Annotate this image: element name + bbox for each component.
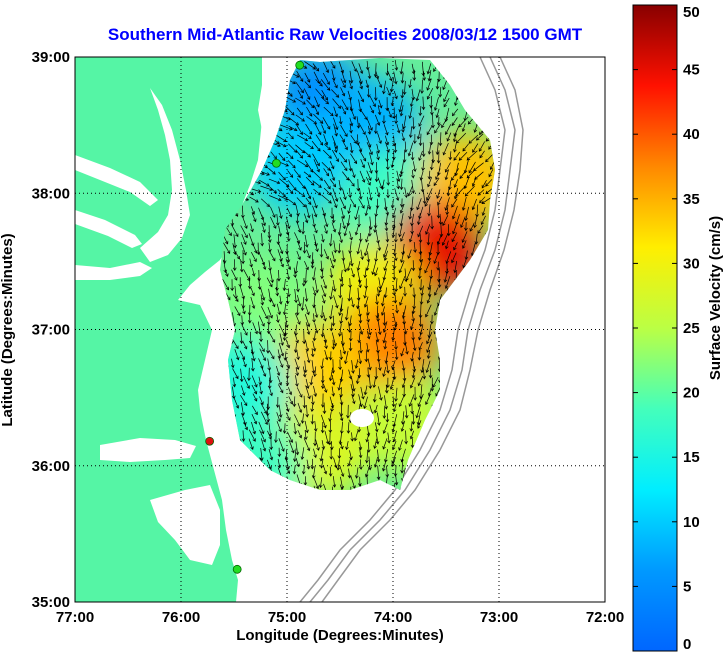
- station-marker-3: [232, 564, 242, 574]
- colorbar-tick-label: 20: [683, 385, 700, 402]
- colorbar: 0 5 10 15 20 25 30 35 40 45 50 Surface Velocity (c…: [632, 4, 724, 653]
- colorbar-tick-label: 15: [683, 449, 700, 466]
- velocity-sample-7: [220, 254, 314, 351]
- station-marker-1: [271, 158, 281, 168]
- x-axis-ticks: 77:00 76:00 75:00 74:00 73:00 72:00: [56, 609, 624, 626]
- y-tick-label: 37:00: [32, 322, 70, 339]
- y-axis-ticks: 39:00 38:00 37:00 36:00 35:00: [32, 49, 70, 611]
- x-tick-label: 75:00: [268, 609, 306, 626]
- velocity-vectors: [220, 59, 495, 490]
- x-tick-label: 73:00: [480, 609, 518, 626]
- bay-river-3: [75, 262, 152, 280]
- velocity-arrows: [220, 59, 495, 490]
- bathymetry-contours: [299, 57, 524, 602]
- colorbar-tick-label: 5: [683, 578, 691, 595]
- colorbar-gradient: [632, 4, 678, 652]
- x-tick-label: 72:00: [586, 609, 624, 626]
- albemarle-sound: [100, 438, 196, 462]
- axes-frame: [74, 56, 606, 603]
- x-tick-label: 74:00: [374, 609, 412, 626]
- colorbar-tick-label: 25: [683, 320, 700, 337]
- station-marker-0: [295, 60, 305, 70]
- delaware-bay: [258, 57, 286, 130]
- colorbar-tick-label: 40: [683, 126, 700, 143]
- y-tick-label: 39:00: [32, 49, 70, 66]
- bay: [140, 88, 190, 262]
- y-tick-label: 38:00: [32, 185, 70, 202]
- bay-river-2: [75, 210, 142, 248]
- x-axis-label: Longitude (Degrees:Minutes): [236, 627, 444, 644]
- velocity-sample-8: [345, 295, 441, 392]
- hf-radar-stations: [205, 60, 305, 574]
- colorbar-tick-label: 0: [683, 636, 691, 653]
- y-tick-label: 36:00: [32, 458, 70, 475]
- pamlico-sound: [150, 485, 220, 565]
- land-mass: [75, 57, 272, 602]
- bay-river-1: [75, 155, 158, 206]
- grid-lines: [75, 57, 605, 602]
- plot-area: [75, 57, 605, 602]
- chart-title: Southern Mid-Atlantic Raw Velocities 200…: [108, 25, 583, 44]
- x-tick-label: 77:00: [56, 609, 94, 626]
- y-axis-label: Latitude (Degrees:Minutes): [0, 233, 16, 426]
- colorbar-tick-label: 10: [683, 514, 700, 531]
- colorbar-tick-label: 30: [683, 255, 700, 272]
- station-marker-2: [205, 436, 215, 446]
- x-tick-label: 76:00: [162, 609, 200, 626]
- colorbar-tick-label: 35: [683, 191, 700, 208]
- colorbar-tick-label: 50: [683, 4, 700, 21]
- coverage-gap: [350, 409, 374, 427]
- colorbar-label: Surface Velocity (cm/s): [707, 216, 724, 380]
- colorbar-ticks: 0 5 10 15 20 25 30 35 40 45 50: [633, 4, 700, 653]
- colorbar-tick-label: 45: [683, 62, 700, 79]
- y-tick-label: 35:00: [32, 594, 70, 611]
